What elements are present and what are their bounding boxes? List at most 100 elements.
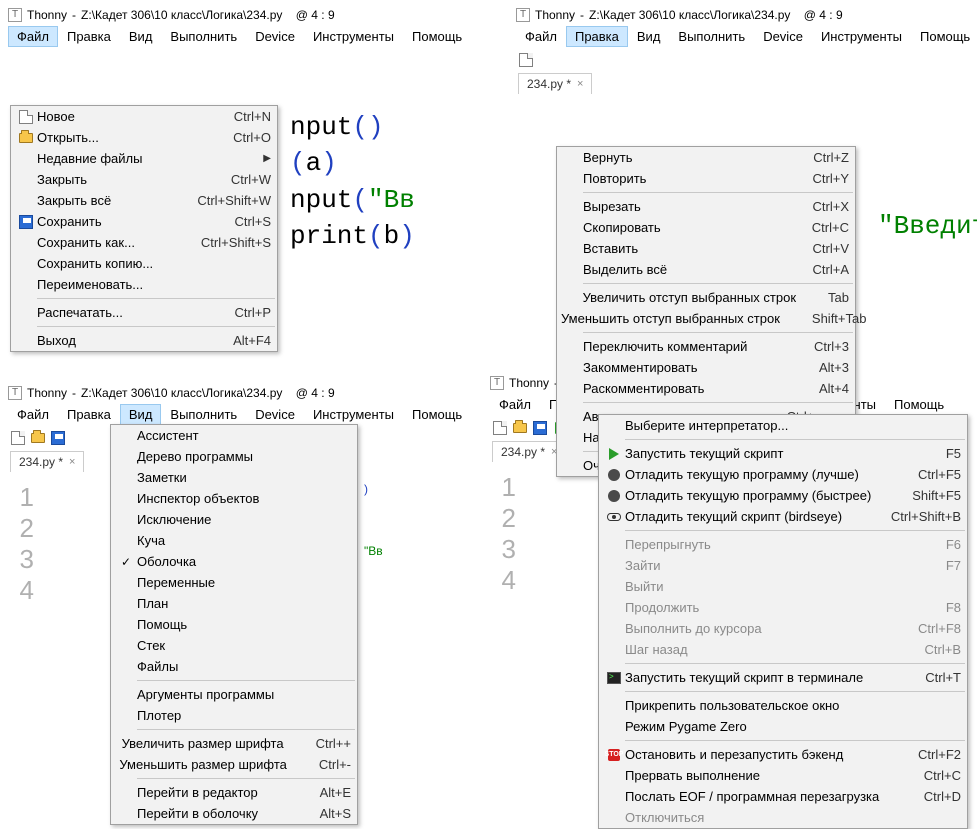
menu-item[interactable]: Сохранить как...Ctrl+Shift+S xyxy=(11,232,277,253)
menu-item[interactable]: Закрыть всёCtrl+Shift+W xyxy=(11,190,277,211)
menu-item[interactable]: Уменьшить отступ выбранных строкShift+Ta… xyxy=(557,308,855,329)
menu-item[interactable]: Увеличить размер шрифтаCtrl++ xyxy=(111,733,357,754)
menu-item[interactable]: Ассистент xyxy=(111,425,357,446)
menu-item[interactable]: Перейти в редакторAlt+E xyxy=(111,782,357,803)
shortcut-label: Ctrl+O xyxy=(221,130,271,145)
menu-item-label: Инспектор объектов xyxy=(137,491,351,506)
menu-item[interactable]: ВыходAlt+F4 xyxy=(11,330,277,351)
file-tab[interactable]: 234.py * × xyxy=(10,451,84,472)
menu-item[interactable]: Сохранить копию... xyxy=(11,253,277,274)
menu-item[interactable]: Выделить всёCtrl+A xyxy=(557,259,855,280)
menu-item[interactable]: ЗакомментироватьAlt+3 xyxy=(557,357,855,378)
menu-item[interactable]: Переименовать... xyxy=(11,274,277,295)
menu-item[interactable]: Переключить комментарийCtrl+3 xyxy=(557,336,855,357)
menu-item[interactable]: ПовторитьCtrl+Y xyxy=(557,168,855,189)
menu-правка[interactable]: Правка xyxy=(58,404,120,425)
menu-вид[interactable]: Вид xyxy=(120,26,162,47)
menu-item-label: Файлы xyxy=(137,659,351,674)
menu-item[interactable]: Плотер xyxy=(111,705,357,726)
menu-item[interactable]: Дерево программы xyxy=(111,446,357,467)
menu-файл[interactable]: Файл xyxy=(490,394,540,415)
menu-item[interactable]: Оболочка xyxy=(111,551,357,572)
save-file-icon[interactable] xyxy=(532,420,548,436)
menu-правка[interactable]: Правка xyxy=(566,26,628,47)
menu-item[interactable]: Выберите интерпретатор... xyxy=(599,415,967,436)
menu-item[interactable]: НовоеCtrl+N xyxy=(11,106,277,127)
menu-правка[interactable]: Правка xyxy=(58,26,120,47)
menu-item[interactable]: Отладить текущий скрипт (birdseye)Ctrl+S… xyxy=(599,506,967,527)
cursor-pos: @ 4 : 9 xyxy=(804,8,843,22)
menu-item[interactable]: Недавние файлы▶ xyxy=(11,148,277,169)
menu-файл[interactable]: Файл xyxy=(8,26,58,47)
shortcut-label: Ctrl+F2 xyxy=(906,747,961,762)
menu-item[interactable]: Перейти в оболочкуAlt+S xyxy=(111,803,357,824)
tab-close-icon[interactable]: × xyxy=(69,456,75,468)
shortcut-label: Ctrl+C xyxy=(800,220,849,235)
menu-item[interactable]: ЗакрытьCtrl+W xyxy=(11,169,277,190)
shortcut-label: F7 xyxy=(934,558,961,573)
menu-item[interactable]: Увеличить отступ выбранных строкTab xyxy=(557,287,855,308)
file-tab[interactable]: 234.py * × xyxy=(518,73,592,94)
new-file-icon[interactable] xyxy=(518,52,534,68)
menu-item[interactable]: РаскомментироватьAlt+4 xyxy=(557,378,855,399)
menu-item[interactable]: Открыть...Ctrl+O xyxy=(11,127,277,148)
menu-item[interactable]: Режим Pygame Zero xyxy=(599,716,967,737)
menu-item[interactable]: Прикрепить пользовательское окно xyxy=(599,695,967,716)
menu-item[interactable]: ВырезатьCtrl+X xyxy=(557,196,855,217)
new-file-icon[interactable] xyxy=(492,420,508,436)
menu-помощь[interactable]: Помощь xyxy=(911,26,977,47)
menu-item[interactable]: Прервать выполнениеCtrl+C xyxy=(599,765,967,786)
menu-item[interactable]: Уменьшить размер шрифтаCtrl+- xyxy=(111,754,357,775)
menu-item[interactable]: Распечатать...Ctrl+P xyxy=(11,302,277,323)
menu-item[interactable]: План xyxy=(111,593,357,614)
menu-item[interactable]: ВернутьCtrl+Z xyxy=(557,147,855,168)
menu-item[interactable]: Стек xyxy=(111,635,357,656)
menu-вид[interactable]: Вид xyxy=(120,404,162,425)
menu-item[interactable]: Запустить текущий скрипт в терминалеCtrl… xyxy=(599,667,967,688)
menu-item[interactable]: Запустить текущий скриптF5 xyxy=(599,443,967,464)
menu-item[interactable]: Куча xyxy=(111,530,357,551)
menu-файл[interactable]: Файл xyxy=(8,404,58,425)
open-file-icon[interactable] xyxy=(30,430,46,446)
menu-item[interactable]: СкопироватьCtrl+C xyxy=(557,217,855,238)
menu-помощь[interactable]: Помощь xyxy=(885,394,953,415)
menu-item[interactable]: СохранитьCtrl+S xyxy=(11,211,277,232)
tab-close-icon[interactable]: × xyxy=(577,78,583,90)
menu-device[interactable]: Device xyxy=(246,404,304,425)
app-name: Thonny xyxy=(535,8,575,22)
menu-item[interactable]: Аргументы программы xyxy=(111,684,357,705)
menu-помощь[interactable]: Помощь xyxy=(403,26,471,47)
menu-device[interactable]: Device xyxy=(246,26,304,47)
shortcut-label: Alt+E xyxy=(308,785,351,800)
menu-помощь[interactable]: Помощь xyxy=(403,404,471,425)
menu-item[interactable]: Переменные xyxy=(111,572,357,593)
menu-выполнить[interactable]: Выполнить xyxy=(161,404,246,425)
menu-item[interactable]: ВставитьCtrl+V xyxy=(557,238,855,259)
menu-выполнить[interactable]: Выполнить xyxy=(161,26,246,47)
menu-инструменты[interactable]: Инструменты xyxy=(812,26,911,47)
menu-item-label: Прикрепить пользовательское окно xyxy=(625,698,961,713)
menu-item[interactable]: Послать EOF / программная перезагрузкаCt… xyxy=(599,786,967,807)
menu-item[interactable]: Помощь xyxy=(111,614,357,635)
menu-item[interactable]: Инспектор объектов xyxy=(111,488,357,509)
menu-item[interactable]: Отладить текущую программу (лучше)Ctrl+F… xyxy=(599,464,967,485)
stop-icon: STOP xyxy=(603,749,625,761)
menu-device[interactable]: Device xyxy=(754,26,812,47)
menu-item[interactable]: STOPОстановить и перезапустить бэкендCtr… xyxy=(599,744,967,765)
menu-item[interactable]: Заметки xyxy=(111,467,357,488)
menu-инструменты[interactable]: Инструменты xyxy=(304,26,403,47)
menu-файл[interactable]: Файл xyxy=(516,26,566,47)
menu-вид[interactable]: Вид xyxy=(628,26,670,47)
menu-item-label: Сохранить копию... xyxy=(37,256,271,271)
menu-item[interactable]: Отладить текущую программу (быстрее)Shif… xyxy=(599,485,967,506)
menu-item-label: Увеличить отступ выбранных строк xyxy=(583,290,816,305)
line-number: 2 xyxy=(4,513,44,544)
open-file-icon[interactable] xyxy=(512,420,528,436)
menu-выполнить[interactable]: Выполнить xyxy=(669,26,754,47)
menu-item[interactable]: Файлы xyxy=(111,656,357,677)
menu-item[interactable]: Исключение xyxy=(111,509,357,530)
new-file-icon[interactable] xyxy=(10,430,26,446)
save-file-icon[interactable] xyxy=(50,430,66,446)
menu-инструменты[interactable]: Инструменты xyxy=(304,404,403,425)
menu-item-label: Заметки xyxy=(137,470,351,485)
